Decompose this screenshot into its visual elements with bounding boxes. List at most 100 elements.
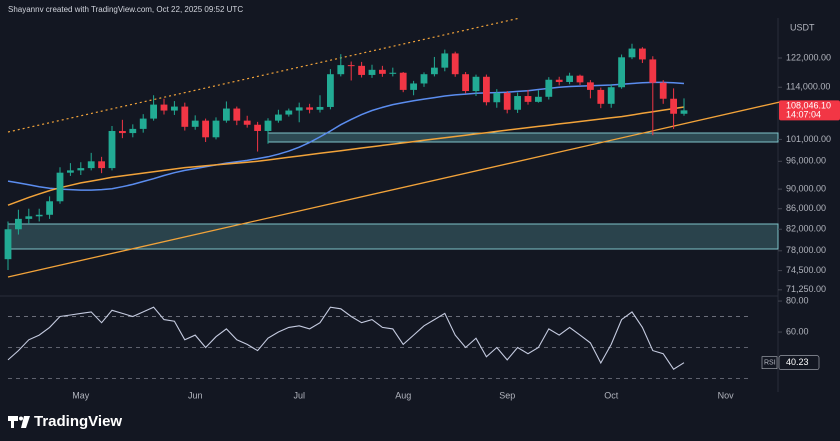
candle-body (493, 92, 501, 103)
x-tick-label: Oct (604, 390, 619, 400)
candle-body (639, 48, 646, 60)
candle-body (566, 75, 573, 82)
candle-body (472, 76, 480, 92)
y-tick-label: 90,000.00 (786, 184, 826, 194)
y-tick-label: 74,500.00 (786, 265, 826, 275)
candle-body (191, 120, 199, 127)
y-tick-label: 60.00 (786, 326, 809, 336)
candle-body (119, 130, 126, 134)
moving-average (7, 81, 685, 191)
y-tick-label: 114,000.00 (786, 82, 830, 92)
candle-body (306, 107, 313, 110)
candle-body (316, 106, 324, 110)
candle-body (327, 74, 334, 107)
candle-body (77, 168, 85, 171)
y-tick-label: 86,000.00 (786, 203, 826, 213)
y-tick-label: 80.00 (786, 295, 809, 305)
logo-icon (11, 416, 14, 428)
rsi-value-box (778, 355, 820, 370)
rsi-line (7, 306, 685, 370)
rsi-value-label: 40.23 (786, 357, 809, 367)
candle-body (628, 48, 636, 58)
moving-average (7, 106, 685, 206)
currency-label: USDT (790, 22, 815, 32)
candle-body (337, 65, 345, 75)
y-tick-label: 78,000.00 (786, 245, 826, 255)
y-tick-label: 71,250.00 (786, 284, 826, 294)
last-price-label: 108,046.10 (786, 101, 831, 111)
candle-body (35, 214, 43, 217)
y-tick-label: 82,000.00 (786, 224, 826, 234)
candle-body (56, 172, 64, 202)
price-label-box (779, 100, 840, 121)
candle-body (285, 110, 293, 115)
candle-body (233, 108, 241, 121)
plot: 122,000.00 114,000.00 101,000.00 96,000.00 9… (4, 43, 840, 400)
candle-body (597, 89, 605, 104)
candle-body (46, 201, 53, 215)
candle-body (545, 79, 553, 97)
logo: TradingView (8, 413, 122, 430)
candle-body (25, 216, 33, 219)
y-tick-label: 96,000.00 (786, 156, 826, 166)
candle-body (223, 108, 230, 121)
x-tick-label: Jun (188, 390, 203, 400)
trend-line (7, 101, 781, 278)
candle-body (98, 161, 105, 169)
rsi-name: RSI (764, 360, 776, 367)
support-zone (267, 132, 779, 143)
candle-body (243, 120, 251, 125)
candle-body (399, 72, 407, 90)
candle-body (555, 79, 563, 82)
y-tick-label: 122,000.00 (786, 52, 831, 62)
candle-body (462, 74, 469, 92)
candle-body (358, 65, 365, 75)
candle-body (160, 104, 168, 111)
candle-body (441, 53, 449, 68)
candle-body (129, 128, 137, 134)
candle-body (264, 120, 272, 131)
candle-body (483, 76, 490, 103)
candle-body (139, 118, 147, 129)
candle-body (576, 75, 584, 83)
candle-body (514, 96, 521, 110)
candle-body (275, 114, 282, 121)
rsi-label-box (761, 356, 778, 369)
candle-body (503, 92, 511, 110)
candle-body (680, 110, 688, 114)
candle-body (618, 57, 625, 88)
candle-body (535, 96, 542, 102)
candle-body (659, 82, 667, 99)
candle-body (431, 67, 438, 75)
candle-body (670, 98, 677, 114)
candle-body (368, 69, 376, 75)
candle-body (15, 218, 22, 230)
candle-body (607, 87, 615, 104)
candle-body (420, 74, 428, 84)
candle-body (379, 69, 386, 74)
candle-body (202, 120, 209, 138)
candle-body (410, 83, 417, 90)
candle-body (295, 107, 303, 111)
candle-body (87, 161, 95, 169)
candle-body (347, 65, 355, 67)
candle-body (524, 96, 532, 102)
candle-body (171, 106, 178, 111)
candle-body (4, 229, 12, 260)
candle-body (254, 124, 261, 131)
logo-icon (21, 416, 30, 428)
logo-icon (19, 416, 23, 421)
x-tick-label: Jul (293, 390, 305, 400)
candle-body (212, 120, 220, 138)
support-zone (7, 223, 779, 250)
x-tick-label: Sep (499, 390, 515, 400)
candle-body (587, 82, 594, 90)
candle-body (108, 130, 116, 169)
candle-body (67, 170, 74, 173)
footer-logo-text: TradingView (34, 413, 122, 430)
x-tick-label: Nov (718, 390, 735, 400)
candle-body (649, 59, 657, 83)
candle-body (150, 104, 157, 119)
